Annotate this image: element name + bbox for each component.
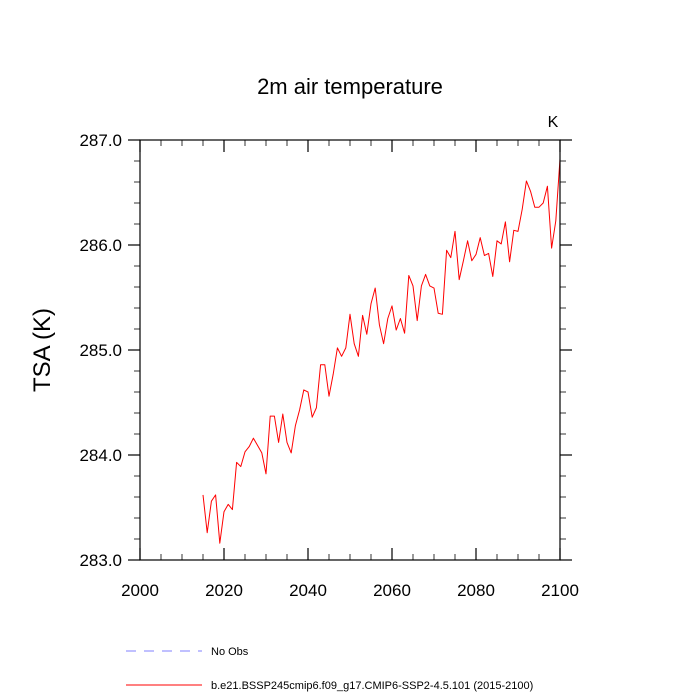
- legend: No Obs b.e21.BSSP245cmip6.f09_g17.CMIP6-…: [126, 646, 533, 692]
- y-axis-label: TSA (K): [29, 308, 56, 392]
- x-tick-label: 2100: [541, 581, 579, 600]
- legend-label-model-run: b.e21.BSSP245cmip6.f09_g17.CMIP6-SSP2-4.…: [211, 680, 533, 692]
- legend-label-no-obs: No Obs: [211, 646, 249, 658]
- x-tick-label: 2080: [457, 581, 495, 600]
- plot-frame: [139, 139, 561, 561]
- x-tick-label: 2020: [205, 581, 243, 600]
- axis-ticks: 2000 2020 2040 2060 2080 2100 283.0 284.0 285.0 2…: [79, 131, 578, 600]
- y-tick-label: 285.0: [79, 341, 122, 360]
- series-layer: [202, 158, 561, 544]
- x-tick-label: 2060: [373, 581, 411, 600]
- series-line: [202, 158, 561, 544]
- y-tick-label: 284.0: [79, 446, 122, 465]
- x-tick-label: 2000: [121, 581, 159, 600]
- y-tick-label: 283.0: [79, 551, 122, 570]
- chart-title: 2m air temperature: [257, 74, 443, 99]
- y-tick-label: 286.0: [79, 236, 122, 255]
- x-tick-label: 2040: [289, 581, 327, 600]
- y-tick-label: 287.0: [79, 131, 122, 150]
- units-label: K: [548, 114, 559, 131]
